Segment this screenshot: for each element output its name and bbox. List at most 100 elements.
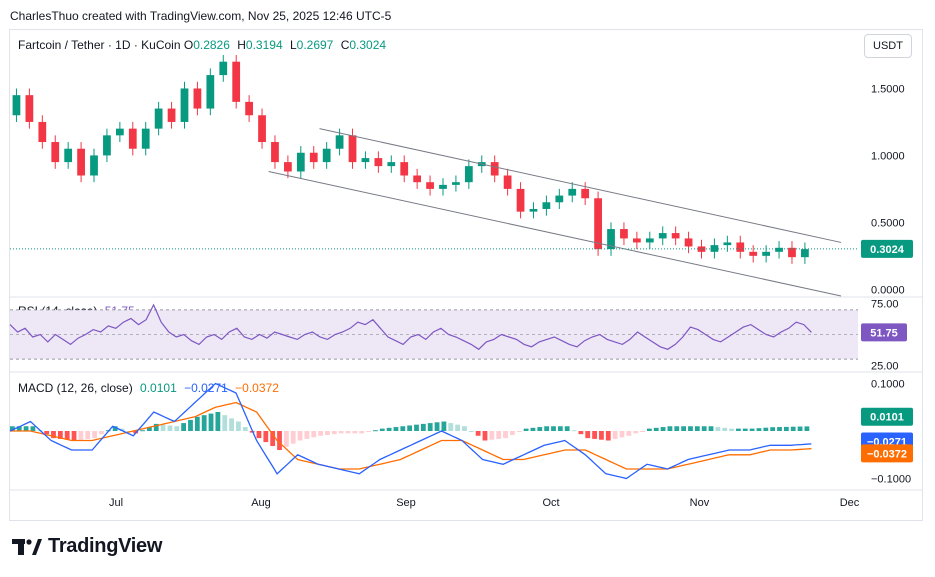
macd-axis-tick: 0.1000 bbox=[871, 379, 905, 391]
currency-button[interactable]: USDT bbox=[864, 34, 912, 58]
macd-histogram-bar bbox=[537, 427, 543, 431]
candle-body[interactable] bbox=[309, 152, 318, 163]
symbol-title[interactable]: Fartcoin / Tether · 1D · KuCoin bbox=[18, 38, 181, 52]
channel-lower-line[interactable] bbox=[268, 170, 842, 297]
candle-body[interactable] bbox=[555, 195, 564, 203]
macd-histogram-bar bbox=[160, 424, 166, 431]
candle-body[interactable] bbox=[348, 135, 357, 163]
candle-body[interactable] bbox=[439, 184, 447, 189]
candle-body[interactable] bbox=[490, 162, 499, 176]
candle-body[interactable] bbox=[38, 121, 47, 143]
candle-body[interactable] bbox=[723, 242, 732, 246]
tradingview-logo[interactable]: TradingView bbox=[12, 535, 162, 558]
macd-histogram-bar bbox=[290, 431, 296, 444]
candle-body[interactable] bbox=[607, 229, 615, 250]
candle-body[interactable] bbox=[684, 238, 693, 247]
low-label: L bbox=[289, 38, 297, 52]
candle-body[interactable] bbox=[387, 162, 396, 167]
macd-histogram-bar bbox=[181, 423, 187, 431]
macd-histogram-bar bbox=[318, 431, 324, 436]
candle-body[interactable] bbox=[594, 198, 602, 250]
candle-body[interactable] bbox=[542, 202, 551, 209]
macd-histogram-bar bbox=[283, 431, 289, 447]
candle-body[interactable] bbox=[219, 61, 228, 76]
macd-histogram-bar bbox=[551, 426, 556, 431]
candle-body[interactable] bbox=[658, 233, 667, 239]
candle-body[interactable] bbox=[90, 155, 98, 176]
macd-histogram-bar bbox=[427, 423, 433, 431]
candle-body[interactable] bbox=[762, 251, 770, 256]
candle-body[interactable] bbox=[232, 61, 241, 102]
candle-body[interactable] bbox=[103, 135, 111, 156]
candle-body[interactable] bbox=[620, 229, 628, 239]
candle-body[interactable] bbox=[413, 175, 422, 183]
macd-name: MACD (12, 26, close) bbox=[18, 381, 133, 395]
candle-body[interactable] bbox=[464, 166, 473, 183]
candle-body[interactable] bbox=[154, 108, 163, 129]
candle-body[interactable] bbox=[115, 128, 124, 136]
macd-histogram-bar bbox=[366, 431, 371, 432]
macd-signal-value-badge bbox=[861, 444, 913, 463]
time-axis-tick: Dec bbox=[840, 497, 860, 509]
low-value: 0.2697 bbox=[296, 38, 334, 52]
candle-body[interactable] bbox=[167, 108, 176, 122]
macd-signal-line[interactable] bbox=[10, 401, 812, 470]
macd-histogram-bar bbox=[468, 431, 474, 432]
channel-upper-line[interactable] bbox=[319, 128, 842, 243]
candle-body[interactable] bbox=[710, 245, 719, 252]
macd-histogram-bar bbox=[270, 431, 276, 447]
candle-body[interactable] bbox=[180, 88, 189, 122]
candle-body[interactable] bbox=[51, 142, 60, 163]
macd-histogram-bar bbox=[393, 427, 399, 431]
macd-line[interactable] bbox=[9, 382, 812, 480]
candle-body[interactable] bbox=[374, 158, 383, 167]
candle-body[interactable] bbox=[25, 95, 34, 122]
candle-body[interactable] bbox=[141, 128, 150, 149]
candle-body[interactable] bbox=[503, 175, 512, 189]
candle-body[interactable] bbox=[697, 246, 706, 252]
candle-body[interactable] bbox=[77, 148, 85, 176]
rsi-band bbox=[10, 309, 858, 360]
candle-body[interactable] bbox=[206, 75, 215, 109]
candle-body[interactable] bbox=[64, 148, 73, 163]
candle-body[interactable] bbox=[284, 162, 292, 172]
candle-body[interactable] bbox=[749, 251, 758, 256]
candle-body[interactable] bbox=[296, 152, 305, 172]
macd-histogram-bar bbox=[352, 431, 358, 434]
candle-body[interactable] bbox=[671, 233, 680, 239]
candle-body[interactable] bbox=[581, 188, 590, 199]
rsi-line[interactable] bbox=[9, 303, 812, 351]
last-price-badge bbox=[861, 239, 913, 258]
candle-body[interactable] bbox=[736, 242, 745, 252]
candle-body[interactable] bbox=[400, 162, 409, 176]
chart-frame bbox=[9, 29, 923, 521]
candle-body[interactable] bbox=[775, 247, 783, 252]
candle-body[interactable] bbox=[335, 135, 344, 149]
candle-body[interactable] bbox=[645, 238, 654, 243]
candle-body[interactable] bbox=[12, 95, 21, 116]
macd-histogram-bar bbox=[297, 431, 303, 441]
macd-histogram-bar bbox=[44, 431, 50, 435]
candle-body[interactable] bbox=[258, 115, 266, 143]
macd-hist-value-label: 0.0101 bbox=[870, 412, 904, 424]
candle-body[interactable] bbox=[361, 158, 370, 163]
macd-histogram-bar bbox=[325, 431, 330, 435]
macd-histogram-bar bbox=[564, 426, 570, 431]
candle-body[interactable] bbox=[426, 182, 434, 189]
candle-body[interactable] bbox=[788, 247, 796, 258]
candle-body[interactable] bbox=[193, 88, 202, 109]
candle-body[interactable] bbox=[452, 182, 460, 185]
candle-body[interactable] bbox=[322, 148, 331, 163]
macd-histogram-bar bbox=[448, 423, 454, 431]
candle-body[interactable] bbox=[516, 188, 525, 212]
candle-body[interactable] bbox=[529, 208, 538, 212]
candle-body[interactable] bbox=[568, 188, 577, 196]
candle-body[interactable] bbox=[801, 249, 809, 258]
candle-body[interactable] bbox=[245, 101, 253, 116]
candle-body[interactable] bbox=[271, 142, 279, 163]
macd-histogram-bar bbox=[30, 426, 36, 431]
macd-histogram-bar bbox=[78, 431, 84, 440]
candle-body[interactable] bbox=[632, 238, 641, 243]
candle-body[interactable] bbox=[128, 128, 137, 149]
